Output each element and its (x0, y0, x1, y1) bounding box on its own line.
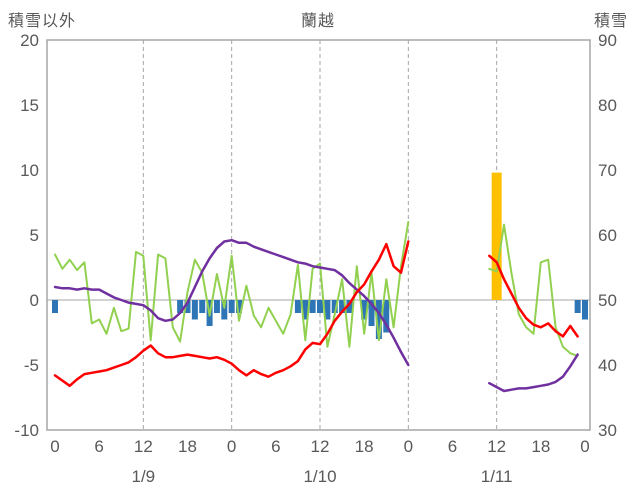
x-axis-tick: 0 (404, 437, 413, 456)
orange-bar (491, 172, 502, 300)
date-label: 1/10 (303, 467, 336, 486)
blue-bars (324, 300, 331, 320)
blue-bars (52, 300, 58, 313)
plot-border (46, 39, 591, 431)
x-axis-tick: 6 (448, 437, 457, 456)
right-axis-tick: 90 (598, 31, 617, 50)
blue-bars (228, 300, 235, 313)
green-line (54, 221, 579, 357)
blue-bars (346, 300, 353, 313)
right-axis-tick: 60 (598, 226, 617, 245)
x-axis-tick: 0 (580, 437, 589, 456)
x-axis-tick: 0 (50, 437, 59, 456)
blue-bars (368, 300, 375, 326)
blue-bars (191, 300, 198, 320)
left-axis-tick: 5 (30, 226, 39, 245)
blue-bars (574, 300, 581, 313)
right-axis-tick: 50 (598, 291, 617, 310)
blue-bars (331, 300, 338, 313)
right-axis-title: 積雪 (593, 13, 628, 30)
blue-bars (302, 300, 309, 320)
blue-bars (184, 300, 191, 313)
left-axis-tick: 20 (20, 31, 39, 50)
blue-bars (383, 300, 390, 333)
x-axis-tick: 18 (178, 437, 197, 456)
left-axis-title: 積雪以外 (8, 13, 77, 30)
red-line (53, 240, 579, 388)
blue-bars (339, 300, 346, 313)
left-axis-tick: -10 (14, 421, 39, 440)
blue-bars (177, 300, 184, 313)
left-axis-tick: 10 (20, 161, 39, 180)
x-axis-tick: 6 (271, 437, 280, 456)
blue-bars (317, 300, 323, 313)
x-axis-tick: 6 (94, 437, 103, 456)
right-axis-tick: 80 (598, 96, 617, 115)
right-axis-tick: 40 (598, 356, 617, 375)
blue-bars (213, 300, 220, 313)
x-axis-tick: 12 (134, 437, 153, 456)
right-axis-tick: 70 (598, 161, 617, 180)
purple-line (53, 238, 579, 393)
left-axis-tick: -5 (24, 356, 39, 375)
blue-bars (294, 300, 301, 313)
date-label: 1/9 (132, 467, 156, 486)
blue-bars (236, 300, 243, 313)
blue-bars (199, 300, 206, 313)
left-axis-tick: 0 (30, 291, 39, 310)
x-axis-tick: 18 (531, 437, 550, 456)
blue-bars (582, 300, 588, 320)
left-axis-tick: 15 (20, 96, 39, 115)
blue-bars (361, 300, 368, 320)
chart-title: 蘭越 (300, 13, 335, 30)
date-label: 1/11 (481, 467, 513, 486)
blue-bars (375, 300, 382, 339)
x-axis-tick: 12 (487, 437, 506, 456)
blue-bars (309, 300, 316, 313)
x-axis-tick: 12 (311, 437, 330, 456)
blue-bars (221, 300, 228, 320)
right-axis-tick: 30 (598, 421, 617, 440)
x-axis-tick: 18 (355, 437, 374, 456)
x-axis-tick: 0 (227, 437, 236, 456)
